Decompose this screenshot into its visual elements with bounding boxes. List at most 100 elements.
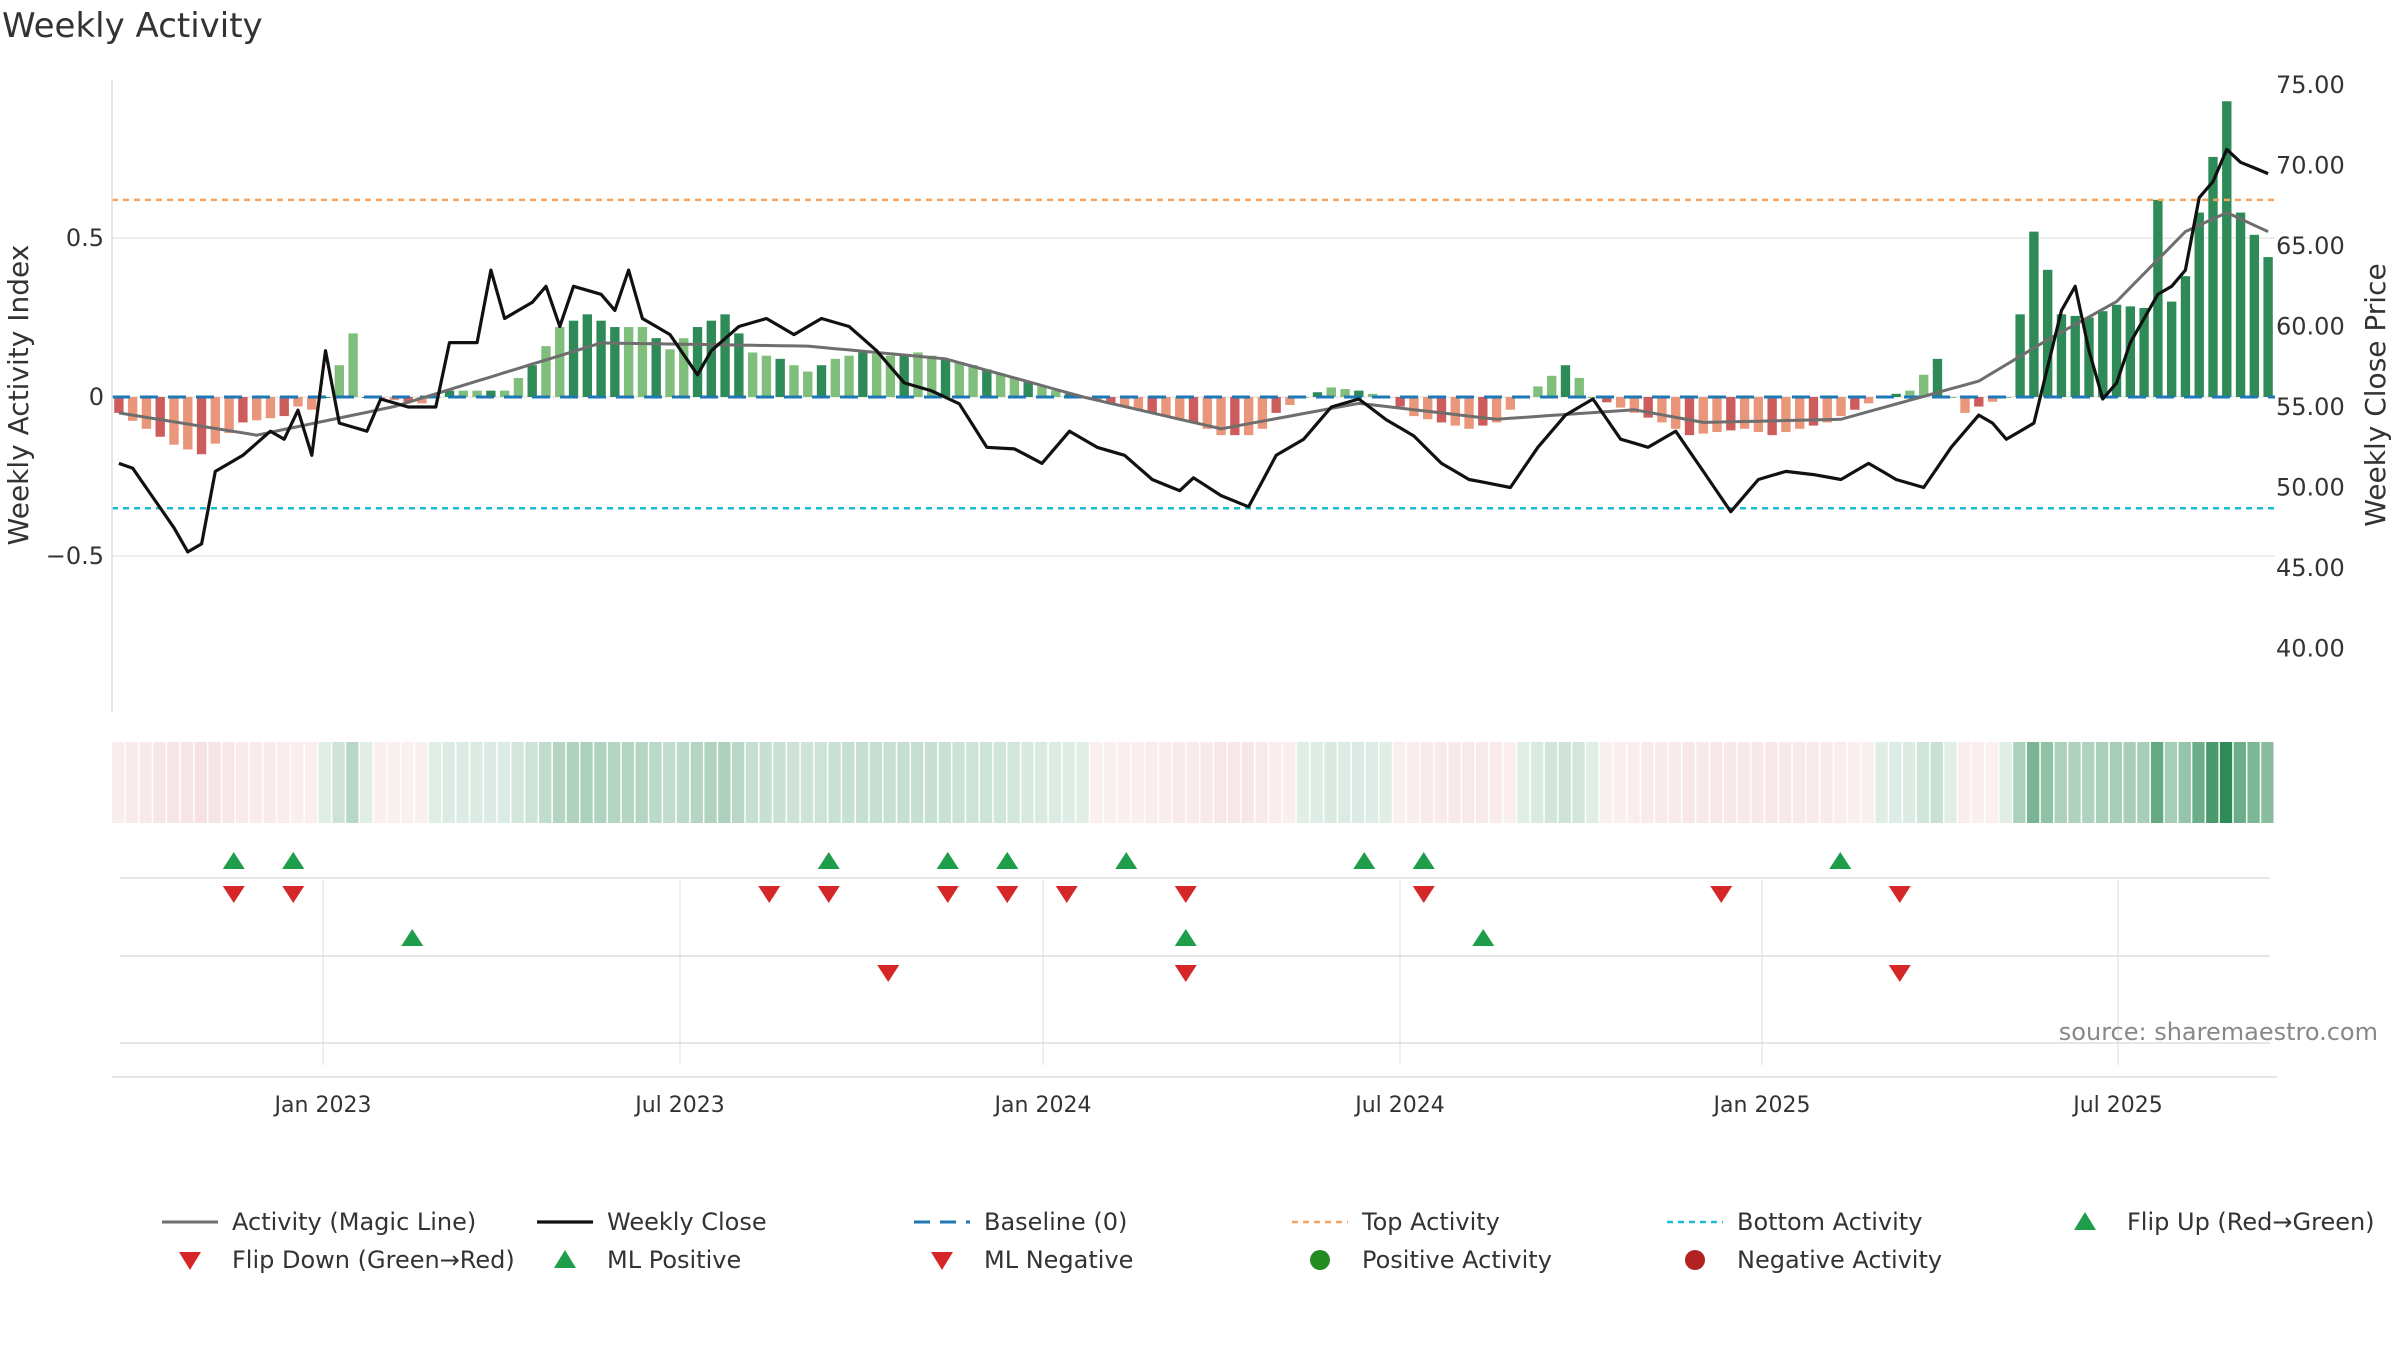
heat-cell: [2040, 742, 2054, 823]
activity-bar: [334, 365, 345, 397]
activity-bar: [982, 369, 992, 397]
activity-bar: [293, 397, 303, 407]
heat-cell: [828, 742, 841, 823]
heat-cell: [1668, 742, 1682, 823]
heat-cell: [787, 742, 800, 823]
heat-cell: [1076, 742, 1089, 823]
activity-bar: [1822, 397, 1832, 423]
heat-cell: [1145, 742, 1158, 823]
heat-cell: [1448, 742, 1461, 823]
heat-cell: [1710, 742, 1723, 823]
legend-symbol: [554, 1250, 576, 1268]
legend-symbol: [1292, 1220, 1348, 1224]
activity-bar: [1863, 397, 1874, 404]
activity-bar: [1147, 397, 1157, 413]
heat-cell: [1834, 742, 1847, 823]
activity-bar: [995, 373, 1006, 397]
heat-cell: [346, 742, 359, 823]
activity-bar: [1560, 365, 1571, 397]
activity-bar: [2166, 301, 2177, 397]
activity-bar: [1671, 397, 1681, 429]
activity-heat-strip: [112, 742, 2274, 823]
heat-cell: [249, 742, 263, 823]
heat-cell: [2261, 742, 2274, 823]
heat-cell: [2206, 742, 2219, 823]
activity-bar: [1657, 397, 1667, 423]
heat-cell: [2164, 742, 2178, 823]
heat-cell: [373, 742, 387, 823]
heat-cell: [194, 742, 207, 823]
heat-cell: [1324, 742, 1337, 823]
activity-bar: [141, 397, 152, 429]
legend-item-ml-positive: ML Positive: [535, 1242, 741, 1278]
heat-cell: [1572, 742, 1585, 823]
activity-bar: [1781, 397, 1791, 432]
activity-bar: [458, 390, 468, 397]
activity-bar: [1009, 377, 1020, 397]
heat-cell: [663, 742, 676, 823]
heat-cell: [1558, 742, 1571, 823]
activity-bar: [1891, 393, 1901, 397]
activity-bar: [899, 354, 909, 397]
heat-cell: [304, 742, 318, 823]
heat-cell: [966, 742, 979, 823]
heat-cell: [1283, 742, 1296, 823]
legend-symbol: [1667, 1220, 1723, 1224]
heat-cell: [814, 742, 827, 823]
left-tick-label: 0.5: [66, 224, 104, 252]
legend-symbol: [537, 1220, 593, 1224]
heat-cell: [277, 742, 290, 823]
activity-bar: [265, 397, 276, 419]
heat-cell: [2192, 742, 2205, 823]
activity-bar: [1836, 397, 1846, 417]
activity-bar: [1615, 397, 1626, 408]
flip-down-marker: [758, 886, 781, 903]
heat-cell: [1393, 742, 1406, 823]
weekly-activity-chart: 0.5 0 −0.5 Weekly Activity Index 75.00 70.00 6…: [2, 71, 2392, 1118]
heat-cell: [401, 742, 414, 823]
heat-cell: [1599, 742, 1613, 823]
heat-cell: [1200, 742, 1213, 823]
heat-cell: [470, 742, 483, 823]
activity-bar: [2042, 269, 2053, 397]
legend-item-weekly-close: Weekly Close: [535, 1204, 767, 1240]
legend-item-baseline: Baseline (0): [912, 1204, 1127, 1240]
activity-bar: [1919, 374, 1929, 397]
heat-cell: [566, 742, 579, 823]
heat-cell: [1737, 742, 1750, 823]
activity-bar: [1850, 397, 1860, 410]
heat-cell: [1765, 742, 1778, 823]
activity-bar: [2111, 304, 2122, 397]
heat-cell: [800, 742, 814, 823]
magic-line: [118, 210, 2269, 437]
activity-bar: [1547, 375, 1557, 397]
heat-cell: [291, 742, 304, 823]
reference-lines: [112, 198, 2275, 510]
heat-cell: [2109, 742, 2122, 823]
right-axis-title: Weekly Close Price: [2359, 263, 2392, 526]
x-tick-label: Jul 2025: [2071, 1093, 2163, 1118]
heat-cell: [1999, 742, 2012, 823]
activity-bar: [2098, 311, 2108, 397]
activity-bar: [307, 397, 317, 410]
heat-cell: [428, 742, 442, 823]
activity-bar: [2139, 307, 2149, 397]
heat-cell: [1379, 742, 1392, 823]
activity-bar: [1574, 377, 1584, 397]
activity-bar: [155, 397, 165, 437]
activity-bar: [789, 365, 799, 397]
heat-cell: [952, 742, 965, 823]
activity-bar: [1712, 397, 1722, 432]
heat-cell: [2137, 742, 2150, 823]
activity-bar: [2249, 234, 2260, 397]
activity-bar: [1450, 397, 1460, 426]
heat-cell: [2013, 742, 2026, 823]
heat-cell: [1062, 742, 1075, 823]
heat-cell: [621, 742, 635, 823]
heat-cell: [415, 742, 428, 823]
heat-cell: [1021, 742, 1034, 823]
heat-cell: [993, 742, 1007, 823]
x-tick-label: Jan 2024: [993, 1093, 1092, 1118]
heat-cell: [497, 742, 511, 823]
activity-bar: [637, 327, 648, 397]
